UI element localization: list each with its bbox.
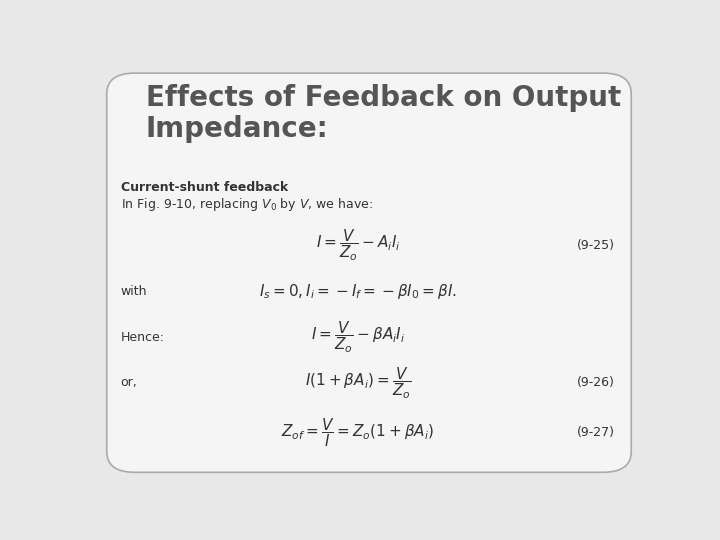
Text: (9-27): (9-27) [577, 426, 615, 439]
Text: $I = \dfrac{V}{Z_o} - \beta A_i I_i$: $I = \dfrac{V}{Z_o} - \beta A_i I_i$ [311, 320, 405, 355]
Text: $I_s = 0, I_i = -I_f = -\beta I_0 = \beta I.$: $I_s = 0, I_i = -I_f = -\beta I_0 = \bet… [259, 282, 456, 301]
Text: Hence:: Hence: [121, 330, 165, 343]
Text: $I(1 + \beta A_i) = \dfrac{V}{Z_o}$: $I(1 + \beta A_i) = \dfrac{V}{Z_o}$ [305, 365, 411, 401]
Text: Current-shunt feedback: Current-shunt feedback [121, 181, 288, 194]
Text: with: with [121, 285, 147, 298]
Text: (9-26): (9-26) [577, 376, 615, 389]
Text: (9-25): (9-25) [577, 239, 615, 252]
FancyBboxPatch shape [107, 73, 631, 472]
Text: or,: or, [121, 376, 138, 389]
Text: Effects of Feedback on Output
Impedance:: Effects of Feedback on Output Impedance: [145, 84, 621, 143]
Text: $Z_{of} = \dfrac{V}{I} = Z_o(1 + \beta A_i)$: $Z_{of} = \dfrac{V}{I} = Z_o(1 + \beta A… [282, 416, 434, 449]
Text: In Fig. 9-10, replacing $V_0$ by $V$, we have:: In Fig. 9-10, replacing $V_0$ by $V$, we… [121, 196, 373, 213]
Text: $I = \dfrac{V}{Z_o} - A_i I_i$: $I = \dfrac{V}{Z_o} - A_i I_i$ [315, 228, 400, 264]
